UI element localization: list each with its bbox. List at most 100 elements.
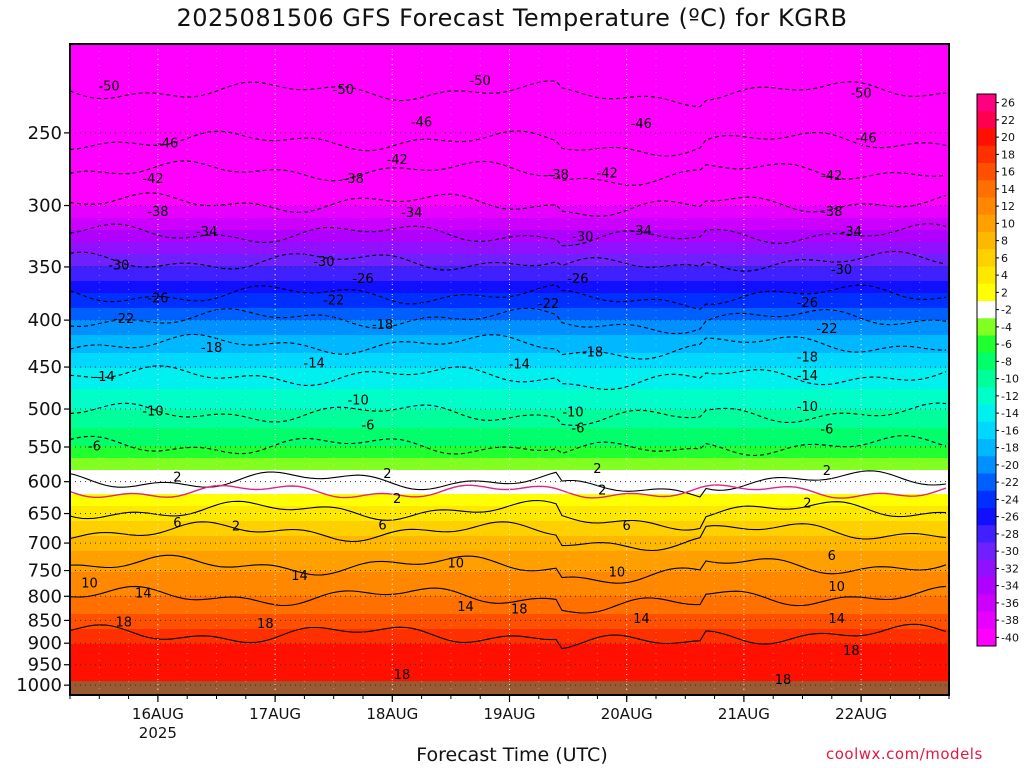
- temp-band: [70, 236, 949, 240]
- contour-line: [70, 250, 947, 272]
- temp-band: [70, 179, 949, 183]
- temp-band: [70, 437, 949, 441]
- colorbar-label: 8: [1001, 235, 1008, 248]
- colorbar-swatch: [977, 128, 996, 147]
- contour-line: [70, 80, 947, 108]
- contour-label: -18: [797, 350, 818, 365]
- temp-band: [70, 641, 949, 645]
- contour-label: -46: [157, 136, 178, 151]
- temp-band: [70, 452, 949, 456]
- temp-band: [70, 329, 949, 333]
- temp-band: [70, 206, 949, 210]
- contour-label: 10: [609, 566, 626, 581]
- contour-label: 14: [633, 612, 650, 627]
- temp-band: [70, 311, 949, 315]
- contour-line: [70, 623, 947, 650]
- contour-label: -22: [538, 297, 559, 312]
- y-tick-label: 250: [28, 123, 62, 144]
- temp-band: [70, 281, 949, 285]
- temp-band: [70, 245, 949, 249]
- credit-link[interactable]: coolwx.com/models: [826, 745, 983, 763]
- temp-band: [70, 431, 949, 435]
- temp-band: [70, 605, 949, 609]
- contour-label: -6: [571, 422, 584, 437]
- contour-label: -14: [94, 370, 115, 385]
- temp-band: [70, 671, 949, 675]
- colorbar-label: -10: [1001, 373, 1019, 386]
- temp-band: [70, 74, 949, 78]
- colorbar-label: -30: [1001, 545, 1019, 558]
- temp-band: [70, 149, 949, 153]
- y-tick-label: 350: [28, 257, 62, 278]
- temp-band: [70, 320, 949, 324]
- temp-band: [70, 449, 949, 453]
- temp-band: [70, 290, 949, 294]
- contour-labels: -50 -50 -50 -50 -46 -46 -46 -46 -42 -42 -42 -42 -38 -…: [81, 74, 876, 688]
- contour-label: -50: [333, 83, 354, 98]
- temp-band: [70, 347, 949, 351]
- temp-band: [70, 575, 949, 579]
- contour-label: -46: [411, 116, 432, 131]
- colorbar-label: -6: [1001, 338, 1012, 351]
- contour-label: 18: [257, 617, 274, 632]
- temp-band: [70, 251, 949, 255]
- temp-band: [70, 665, 949, 669]
- y-tick-label: 800: [28, 586, 62, 607]
- temp-band: [70, 611, 949, 615]
- temp-band: [70, 542, 949, 546]
- contour-label: -34: [401, 206, 422, 221]
- temp-band: [70, 602, 949, 606]
- temp-band: [70, 80, 949, 84]
- colorbar-label: 10: [1001, 217, 1015, 230]
- contour-label: -14: [797, 369, 818, 384]
- contour-label: -18: [201, 341, 222, 356]
- contour-line: [70, 585, 947, 614]
- temp-band: [70, 86, 949, 90]
- colorbar-swatch: [977, 508, 996, 526]
- x-axis-label: Forecast Time (UTC): [416, 744, 608, 766]
- temp-band: [70, 224, 949, 228]
- temp-band: [70, 506, 949, 510]
- colorbar-label: -14: [1001, 407, 1019, 420]
- temp-band: [70, 194, 949, 198]
- temp-band: [70, 566, 949, 570]
- colorbar-swatch: [977, 490, 996, 509]
- temp-band: [70, 470, 949, 474]
- contour-label: -34: [841, 225, 862, 240]
- colorbar-label: 26: [1001, 97, 1015, 110]
- temp-band: [70, 314, 949, 318]
- temp-band: [70, 392, 949, 396]
- temp-band: [70, 230, 949, 234]
- contour-label: -50: [850, 87, 871, 102]
- temp-band: [70, 344, 949, 348]
- colorbar-swatch: [977, 439, 996, 457]
- contour-label: 14: [291, 569, 308, 584]
- temp-band: [70, 551, 949, 555]
- temp-band: [70, 350, 949, 354]
- temp-band: [70, 446, 949, 450]
- y-tick-label: 900: [28, 633, 62, 654]
- y-tick-label: 550: [28, 437, 62, 458]
- contour-label: -26: [147, 292, 168, 307]
- colorbar-swatch: [977, 387, 996, 405]
- temp-band: [70, 389, 949, 393]
- temp-band: [70, 254, 949, 258]
- colorbar-label: -32: [1001, 562, 1019, 575]
- colorbar-label: 12: [1001, 200, 1015, 213]
- temp-band: [70, 92, 949, 96]
- temp-band: [70, 71, 949, 75]
- temp-band: [70, 386, 949, 390]
- temp-band: [70, 266, 949, 270]
- temp-band: [70, 119, 949, 123]
- contour-label: 18: [394, 668, 411, 683]
- temp-band: [70, 134, 949, 138]
- temp-band: [70, 161, 949, 165]
- y-tick-label: 300: [28, 196, 62, 217]
- temp-band: [70, 89, 949, 93]
- y-tick-label: 450: [28, 357, 62, 378]
- temp-band: [70, 326, 949, 330]
- contour-label: -46: [631, 117, 652, 132]
- colorbar-swatch: [977, 301, 996, 319]
- colorbar-swatch: [977, 370, 996, 388]
